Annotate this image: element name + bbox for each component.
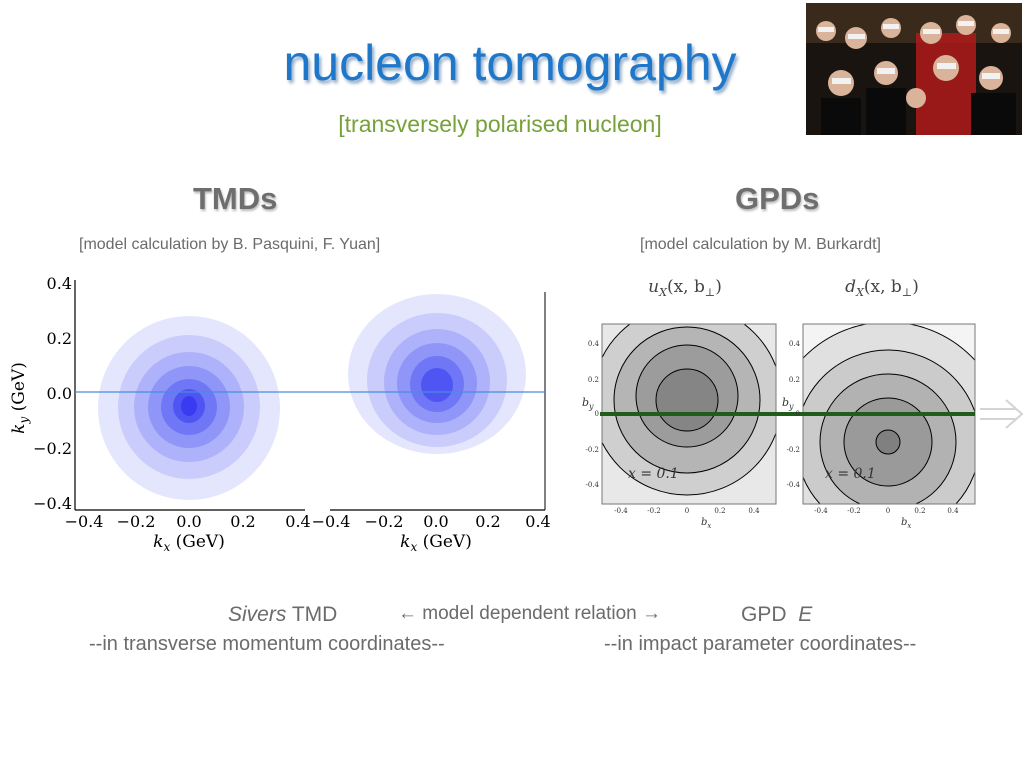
gpd-d-by-label: by bbox=[782, 396, 794, 411]
gpd-contour-figure: uX(x, b⊥) dX(x, b⊥) x = 0.1 x = 0.1 by b… bbox=[582, 277, 1024, 530]
gpd-u-x-annotation: x = 0.1 bbox=[628, 466, 679, 482]
tmd-caption: [model calculation by B. Pasquini, F. Yu… bbox=[79, 236, 381, 253]
gpd-xtick: 0 bbox=[685, 507, 689, 515]
gpd-xtick: -0.4 bbox=[614, 507, 628, 515]
gpd-u-by-label: by bbox=[582, 396, 594, 411]
tmd-xtick: 0.4 bbox=[525, 512, 550, 531]
gpd-xtick: 0.4 bbox=[748, 507, 760, 515]
gpd-xtick: 0.2 bbox=[914, 507, 925, 515]
tmd-xtick: 0.0 bbox=[423, 512, 448, 531]
tmd-contour-figure: 0.4 0.2 0.0 −0.2 −0.4 ky (GeV) −0.4 −0.2… bbox=[9, 274, 551, 554]
tmd-xtick: 0.2 bbox=[475, 512, 500, 531]
tmd-xtick: −0.2 bbox=[117, 512, 156, 531]
tmd-left-contour bbox=[98, 316, 280, 500]
tmd-y-axis-label: ky (GeV) bbox=[9, 362, 31, 434]
gpd-d-title: dX(x, b⊥) bbox=[845, 277, 919, 299]
tmd-ytick: −0.4 bbox=[33, 494, 72, 513]
gpd-ytick: -0.2 bbox=[586, 446, 600, 454]
outline-right-arrow-icon bbox=[980, 399, 1024, 429]
gpd-ytick: 0.2 bbox=[588, 376, 599, 384]
gpd-d-contour bbox=[803, 324, 975, 504]
tmd-ytick: −0.2 bbox=[33, 439, 72, 458]
gpd-d-bx-label: bx bbox=[901, 517, 911, 530]
slide-subtitle: [transversely polarised nucleon] bbox=[338, 111, 662, 137]
tmd-ytick: 0.0 bbox=[47, 384, 72, 403]
gpd-xtick: 0.4 bbox=[947, 507, 959, 515]
gpd-xtick: -0.2 bbox=[847, 507, 861, 515]
tmds-heading: TMDs bbox=[193, 181, 278, 216]
gpd-xtick: 0.2 bbox=[714, 507, 725, 515]
gpd-u-title: uX(x, b⊥) bbox=[648, 277, 722, 299]
gpd-u-contour bbox=[602, 324, 776, 504]
tmd-coordinates-note: --in transverse momentum coordinates-- bbox=[89, 633, 445, 655]
gpd-ytick: 0.4 bbox=[789, 340, 801, 348]
gpd-xtick: -0.4 bbox=[814, 507, 828, 515]
tmd-ytick: 0.4 bbox=[47, 274, 72, 293]
tmd-xtick: 0.4 bbox=[285, 512, 310, 531]
gpd-ytick: 0.4 bbox=[588, 340, 600, 348]
tmd-x-axis-label: kx (GeV) bbox=[400, 532, 472, 554]
gpd-xtick: -0.2 bbox=[647, 507, 661, 515]
gpd-u-bx-label: bx bbox=[701, 517, 711, 530]
tmd-xtick: 0.0 bbox=[176, 512, 201, 531]
gpd-ytick: 0 bbox=[796, 410, 800, 418]
gpd-xtick: 0 bbox=[886, 507, 890, 515]
gpd-caption: [model calculation by M. Burkardt] bbox=[640, 236, 881, 253]
audience-photo bbox=[806, 3, 1022, 135]
gpd-ytick: -0.2 bbox=[787, 446, 801, 454]
gpd-ytick: -0.4 bbox=[586, 481, 600, 489]
gpd-e-label: GPD E bbox=[741, 603, 813, 626]
tmd-right-contour bbox=[348, 294, 526, 454]
tmd-xtick: −0.4 bbox=[312, 512, 351, 531]
gpd-ytick: -0.4 bbox=[787, 481, 801, 489]
model-relation-label: ← model dependent relation → bbox=[398, 603, 661, 624]
tmd-x-axis-label: kx (GeV) bbox=[153, 532, 225, 554]
gpds-heading: GPDs bbox=[735, 181, 820, 216]
gpd-coordinates-note: --in impact parameter coordinates-- bbox=[604, 633, 917, 655]
tmd-ytick: 0.2 bbox=[47, 329, 72, 348]
gpd-d-x-annotation: x = 0.1 bbox=[825, 466, 876, 482]
gpd-ytick: 0.2 bbox=[789, 376, 800, 384]
slide-title: nucleon tomography bbox=[283, 35, 737, 91]
tmd-xtick: 0.2 bbox=[230, 512, 255, 531]
tmd-xtick: −0.4 bbox=[65, 512, 104, 531]
sivers-tmd-label: Sivers TMD bbox=[228, 603, 338, 626]
tmd-xtick: −0.2 bbox=[365, 512, 404, 531]
gpd-ytick: 0 bbox=[595, 410, 599, 418]
